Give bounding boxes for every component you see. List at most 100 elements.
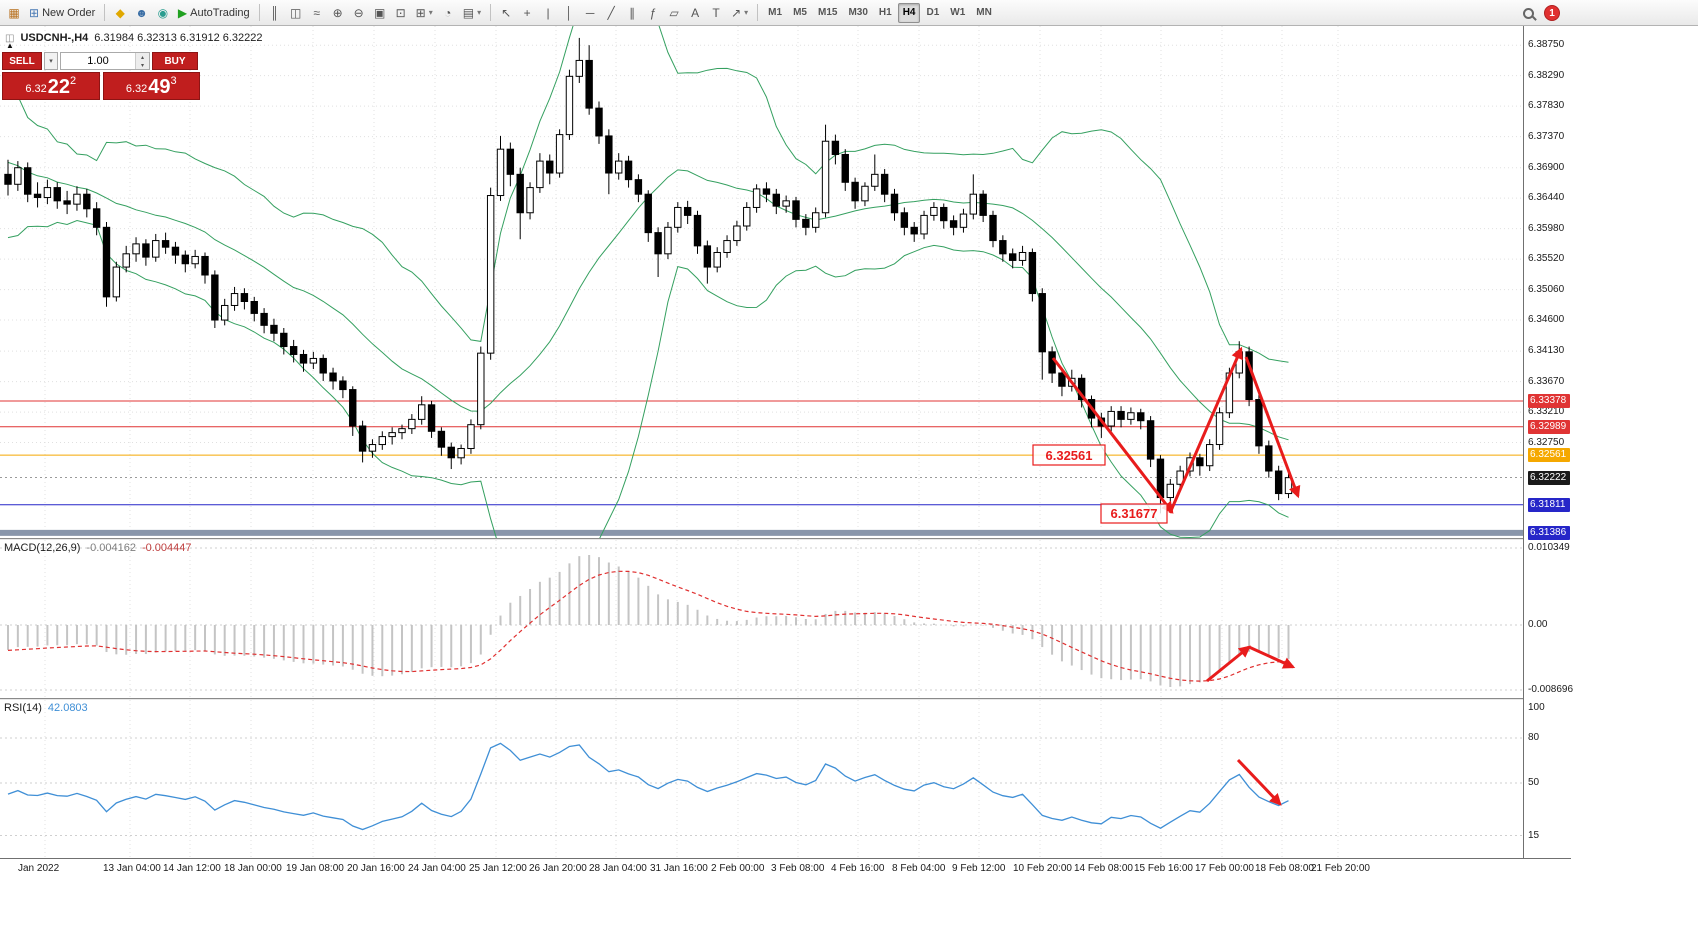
horizontal-line-icon[interactable]: ─ [585,5,595,20]
candle-body [339,380,347,391]
trend-arrow [1248,645,1296,669]
community-icon[interactable]: ◉ [157,5,169,20]
timeframe-h4[interactable]: H4 [897,2,921,23]
axis-label: 6.36900 [1528,161,1565,173]
candle-body [1107,410,1115,427]
crosshair-icon[interactable]: + [523,5,531,20]
rsi-panel-chart[interactable] [0,700,1523,858]
history-center-icon[interactable]: ◔ [444,5,452,20]
candle-body [83,193,91,210]
candle-body [743,206,751,227]
candle-body [762,188,771,195]
axis-label: 6.34130 [1528,345,1565,357]
tile-windows-icon[interactable]: ▣ [373,5,386,20]
rsi-line [7,742,1289,831]
candle-body [122,253,130,268]
sell-button[interactable]: SELL [2,52,42,70]
collapse-panel-icon[interactable]: ▲ [6,41,14,50]
macd-histogram-layer [7,555,1290,687]
price-badge: 6.33378 [1528,393,1570,408]
arrange-windows-icon[interactable]: ⊡ [395,5,406,20]
macd-panel-chart[interactable] [0,540,1523,698]
fibonacci-icon[interactable]: ƒ [649,5,657,20]
text-icon[interactable]: A [691,5,700,20]
buy-button[interactable]: BUY [152,52,198,70]
profile-icon[interactable]: ☻ [135,5,148,20]
annotation-text: 6.31677 [1111,506,1158,521]
timeframe-mn[interactable]: MN [976,7,992,18]
timeframe-m30[interactable]: M30 [848,7,868,18]
zoom-out-icon[interactable]: ⊖ [353,5,364,20]
timeframe-d1[interactable]: D1 [926,7,940,18]
toolbar-right: 1 [1523,5,1560,21]
expert-advisors-icon[interactable]: ◆ [115,5,125,20]
candle-body [24,167,32,195]
panel-separator[interactable] [0,538,1571,540]
timeframe-m5[interactable]: M5 [793,7,807,18]
candle-body [349,389,357,427]
chart-window-icon[interactable]: ▦ [8,5,20,20]
divider-icon[interactable]: | [546,5,550,20]
candle-body [644,193,652,234]
candle-body [802,218,810,228]
axis-label: 6.35520 [1528,253,1565,265]
new-order-button[interactable]: ⊞ New Order [29,5,96,20]
toolbar-separator [490,4,492,21]
timeframe-m15[interactable]: M15 [817,7,838,18]
timeframe-h1[interactable]: H1 [878,7,892,18]
candle-body [53,187,61,202]
autotrading-button[interactable]: ▶ AutoTrading [177,5,250,20]
panel-separator[interactable] [0,698,1571,700]
chart-symbol-header: ◫ USDCNH-,H4 6.31984 6.32313 6.31912 6.3… [5,32,263,44]
candle-body [851,181,859,202]
candle-body [871,173,879,187]
price-axis[interactable]: 6.38750 6.38290 6.37830 6.37370 6.36900 6.364… [1523,26,1573,858]
candle-body [1038,293,1046,353]
shapes-icon[interactable]: ▱ [669,5,679,20]
bar-chart-icon[interactable]: ║ [270,5,279,20]
time-label: 28 Jan 04:00 [589,863,647,874]
cursor-icon[interactable]: ↖ [501,5,512,20]
candle-body [427,404,436,432]
candle-body [772,193,780,207]
line-chart-icon[interactable]: ≈ [313,5,320,20]
time-axis[interactable]: Jan 2022 13 Jan 04:00 14 Jan 12:00 18 Jan 0… [0,858,1571,878]
price-chart[interactable]: 6.32561 6.31677 [0,26,1523,538]
candle-body [812,212,820,228]
candle-body [1018,251,1027,261]
candle-body [900,212,909,228]
candle-body [910,226,918,235]
candle-body [1146,420,1155,460]
macd-indicator-label: MACD(12,26,9) -0.004162 -0.004447 [4,542,192,554]
volume-input[interactable] [61,53,135,69]
buy-price[interactable]: 6.32 49 3 [102,72,200,100]
trendline-icon[interactable]: ╱ [607,5,615,20]
candle-body [575,59,583,77]
timeframe-m1[interactable]: M1 [768,7,783,18]
templates-icon[interactable]: ▤ ▾ [462,5,482,20]
candle-body [969,193,977,215]
notification-badge[interactable]: 1 [1544,5,1560,21]
candle-body [1215,412,1224,446]
label-icon[interactable]: T [712,5,720,20]
time-label: 14 Jan 12:00 [163,863,221,874]
candlestick-chart-icon[interactable]: ◫ [289,5,302,20]
arrows-icon[interactable]: ↗ ▾ [731,5,749,20]
zoom-in-icon[interactable]: ⊕ [332,5,343,20]
equidistant-channel-icon[interactable]: ∥ [629,5,636,20]
volume-preset-dropdown-icon[interactable]: ▾ [44,52,58,70]
candle-body [161,240,170,248]
macd-main-value: -0.004162 [86,542,136,554]
candle-body [250,300,258,314]
vertical-line-icon[interactable]: │ [565,5,573,20]
sell-price[interactable]: 6.32 22 2 [2,72,100,100]
trend-arrow [1168,346,1243,514]
volume-up-icon[interactable]: ▴ [136,53,149,61]
search-icon[interactable] [1523,7,1534,19]
candle-body [437,430,446,448]
new-chart-icon[interactable]: ⊞ ▾ [415,5,433,20]
volume-down-icon[interactable]: ▾ [136,61,149,69]
timeframe-w1[interactable]: W1 [950,7,966,18]
candle-body [299,353,308,364]
candle-body [831,140,840,155]
